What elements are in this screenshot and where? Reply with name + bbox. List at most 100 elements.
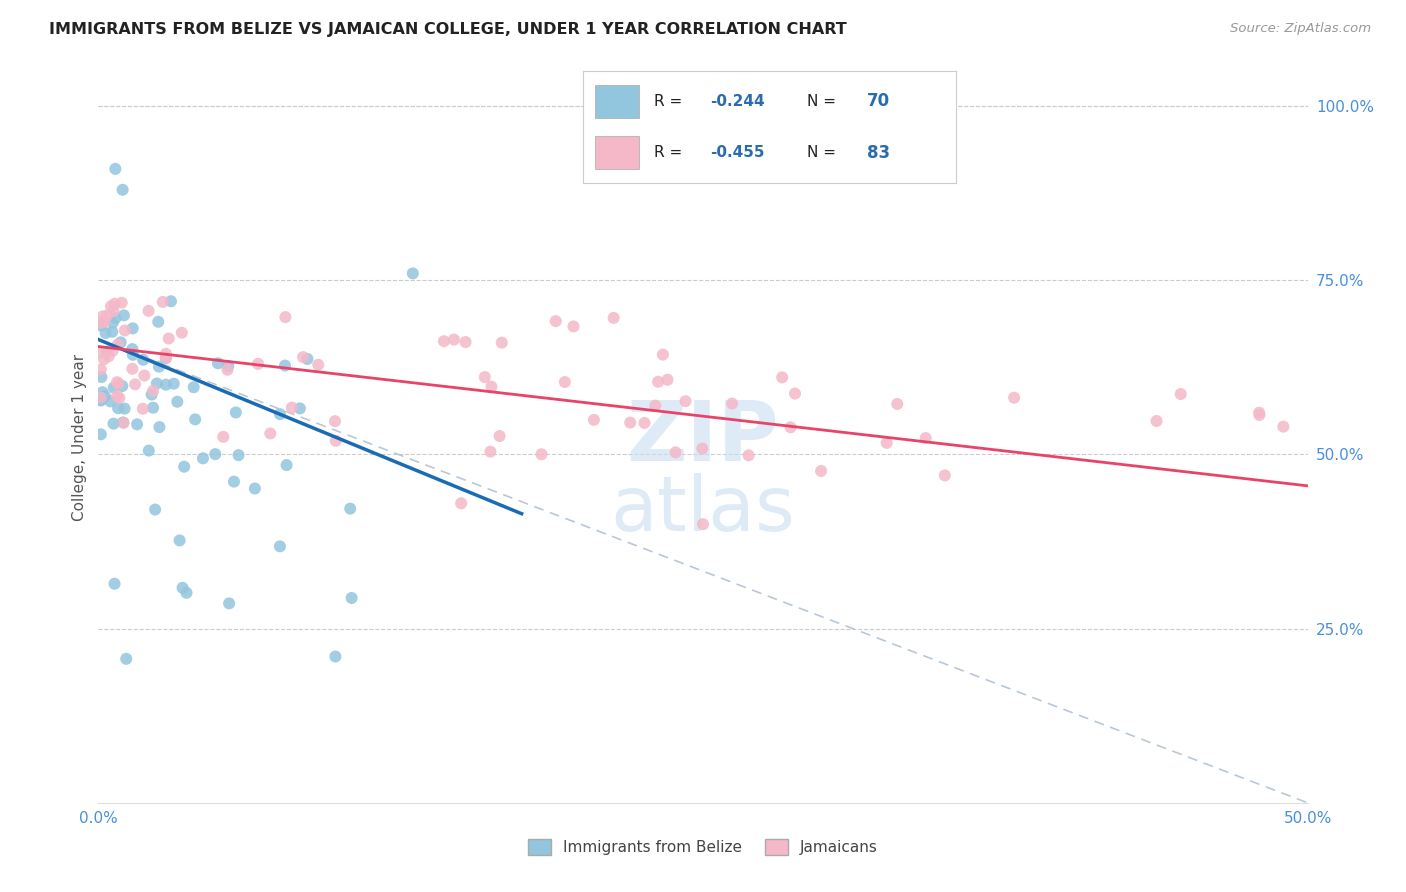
Point (721, 396, 744, 410)
Point (340, 591, 363, 605)
Point (141, 387, 163, 401)
Point (491, 335, 513, 350)
Point (90, 362, 112, 376)
Point (90, 391, 112, 405)
Point (783, 386, 806, 401)
Point (281, 401, 304, 415)
Point (138, 304, 160, 318)
Point (692, 442, 714, 456)
Point (94, 326, 117, 340)
Point (183, 380, 205, 394)
Point (101, 316, 124, 330)
Point (191, 451, 214, 466)
Text: N =: N = (807, 94, 841, 109)
Point (207, 356, 229, 370)
Point (155, 377, 177, 392)
Point (450, 496, 472, 510)
Point (228, 448, 250, 462)
Point (443, 333, 465, 347)
Point (90, 318, 112, 333)
Point (143, 502, 166, 516)
Point (142, 384, 165, 398)
Point (121, 348, 143, 362)
Point (172, 581, 194, 595)
Point (454, 334, 477, 349)
Point (111, 183, 134, 197)
Point (121, 321, 143, 335)
Point (114, 323, 136, 337)
Point (1272, 419, 1295, 434)
Point (103, 303, 125, 318)
Text: R =: R = (654, 94, 688, 109)
Text: R =: R = (654, 145, 688, 161)
Point (212, 430, 235, 444)
Point (530, 447, 553, 461)
Point (91, 385, 114, 400)
Point (562, 319, 585, 334)
Point (100, 299, 122, 313)
Point (107, 376, 129, 391)
Text: 83: 83 (866, 144, 890, 161)
Point (647, 375, 669, 389)
Point (692, 517, 714, 532)
Point (96, 344, 118, 359)
Point (259, 426, 281, 441)
Point (115, 652, 138, 666)
Point (1146, 414, 1168, 428)
Point (112, 416, 135, 430)
Point (107, 401, 129, 416)
Point (114, 401, 136, 416)
Point (914, 431, 936, 445)
Point (90, 393, 112, 408)
Point (1170, 387, 1192, 401)
Point (173, 459, 195, 474)
Point (121, 342, 143, 356)
Point (100, 394, 122, 409)
Point (488, 429, 510, 443)
Point (104, 311, 127, 326)
Point (160, 294, 183, 309)
Point (269, 407, 291, 421)
Point (217, 359, 239, 373)
Point (90, 345, 112, 359)
Point (176, 586, 198, 600)
Point (323, 414, 346, 428)
Point (90, 427, 112, 442)
Point (479, 444, 502, 458)
Point (91, 316, 114, 330)
Point (297, 351, 319, 366)
Point (246, 357, 269, 371)
Point (163, 376, 186, 391)
Point (481, 379, 503, 393)
Point (166, 394, 188, 409)
Point (217, 363, 239, 377)
Point (582, 413, 605, 427)
Point (103, 381, 125, 395)
Point (288, 401, 311, 416)
Point (218, 596, 240, 610)
Point (146, 376, 169, 391)
Point (651, 348, 673, 362)
Point (90, 392, 112, 407)
Legend: Immigrants from Belize, Jamaicans: Immigrants from Belize, Jamaicans (522, 833, 884, 861)
Point (152, 294, 174, 309)
Point (225, 405, 247, 419)
Point (155, 351, 177, 366)
Point (103, 417, 125, 431)
Text: ZIP: ZIP (627, 397, 779, 477)
Point (644, 399, 666, 413)
Text: IMMIGRANTS FROM BELIZE VS JAMAICAN COLLEGE, UNDER 1 YEAR CORRELATION CHART: IMMIGRANTS FROM BELIZE VS JAMAICAN COLLE… (49, 22, 846, 37)
Point (554, 375, 576, 389)
Point (148, 315, 170, 329)
Point (243, 482, 266, 496)
Y-axis label: College, Under 1 year: College, Under 1 year (72, 353, 87, 521)
Point (269, 539, 291, 553)
Text: -0.244: -0.244 (710, 94, 765, 109)
Point (664, 445, 686, 459)
Point (157, 331, 180, 345)
Point (134, 368, 156, 383)
Point (737, 448, 759, 462)
Point (91, 310, 114, 324)
Point (274, 310, 297, 324)
Point (124, 377, 146, 392)
